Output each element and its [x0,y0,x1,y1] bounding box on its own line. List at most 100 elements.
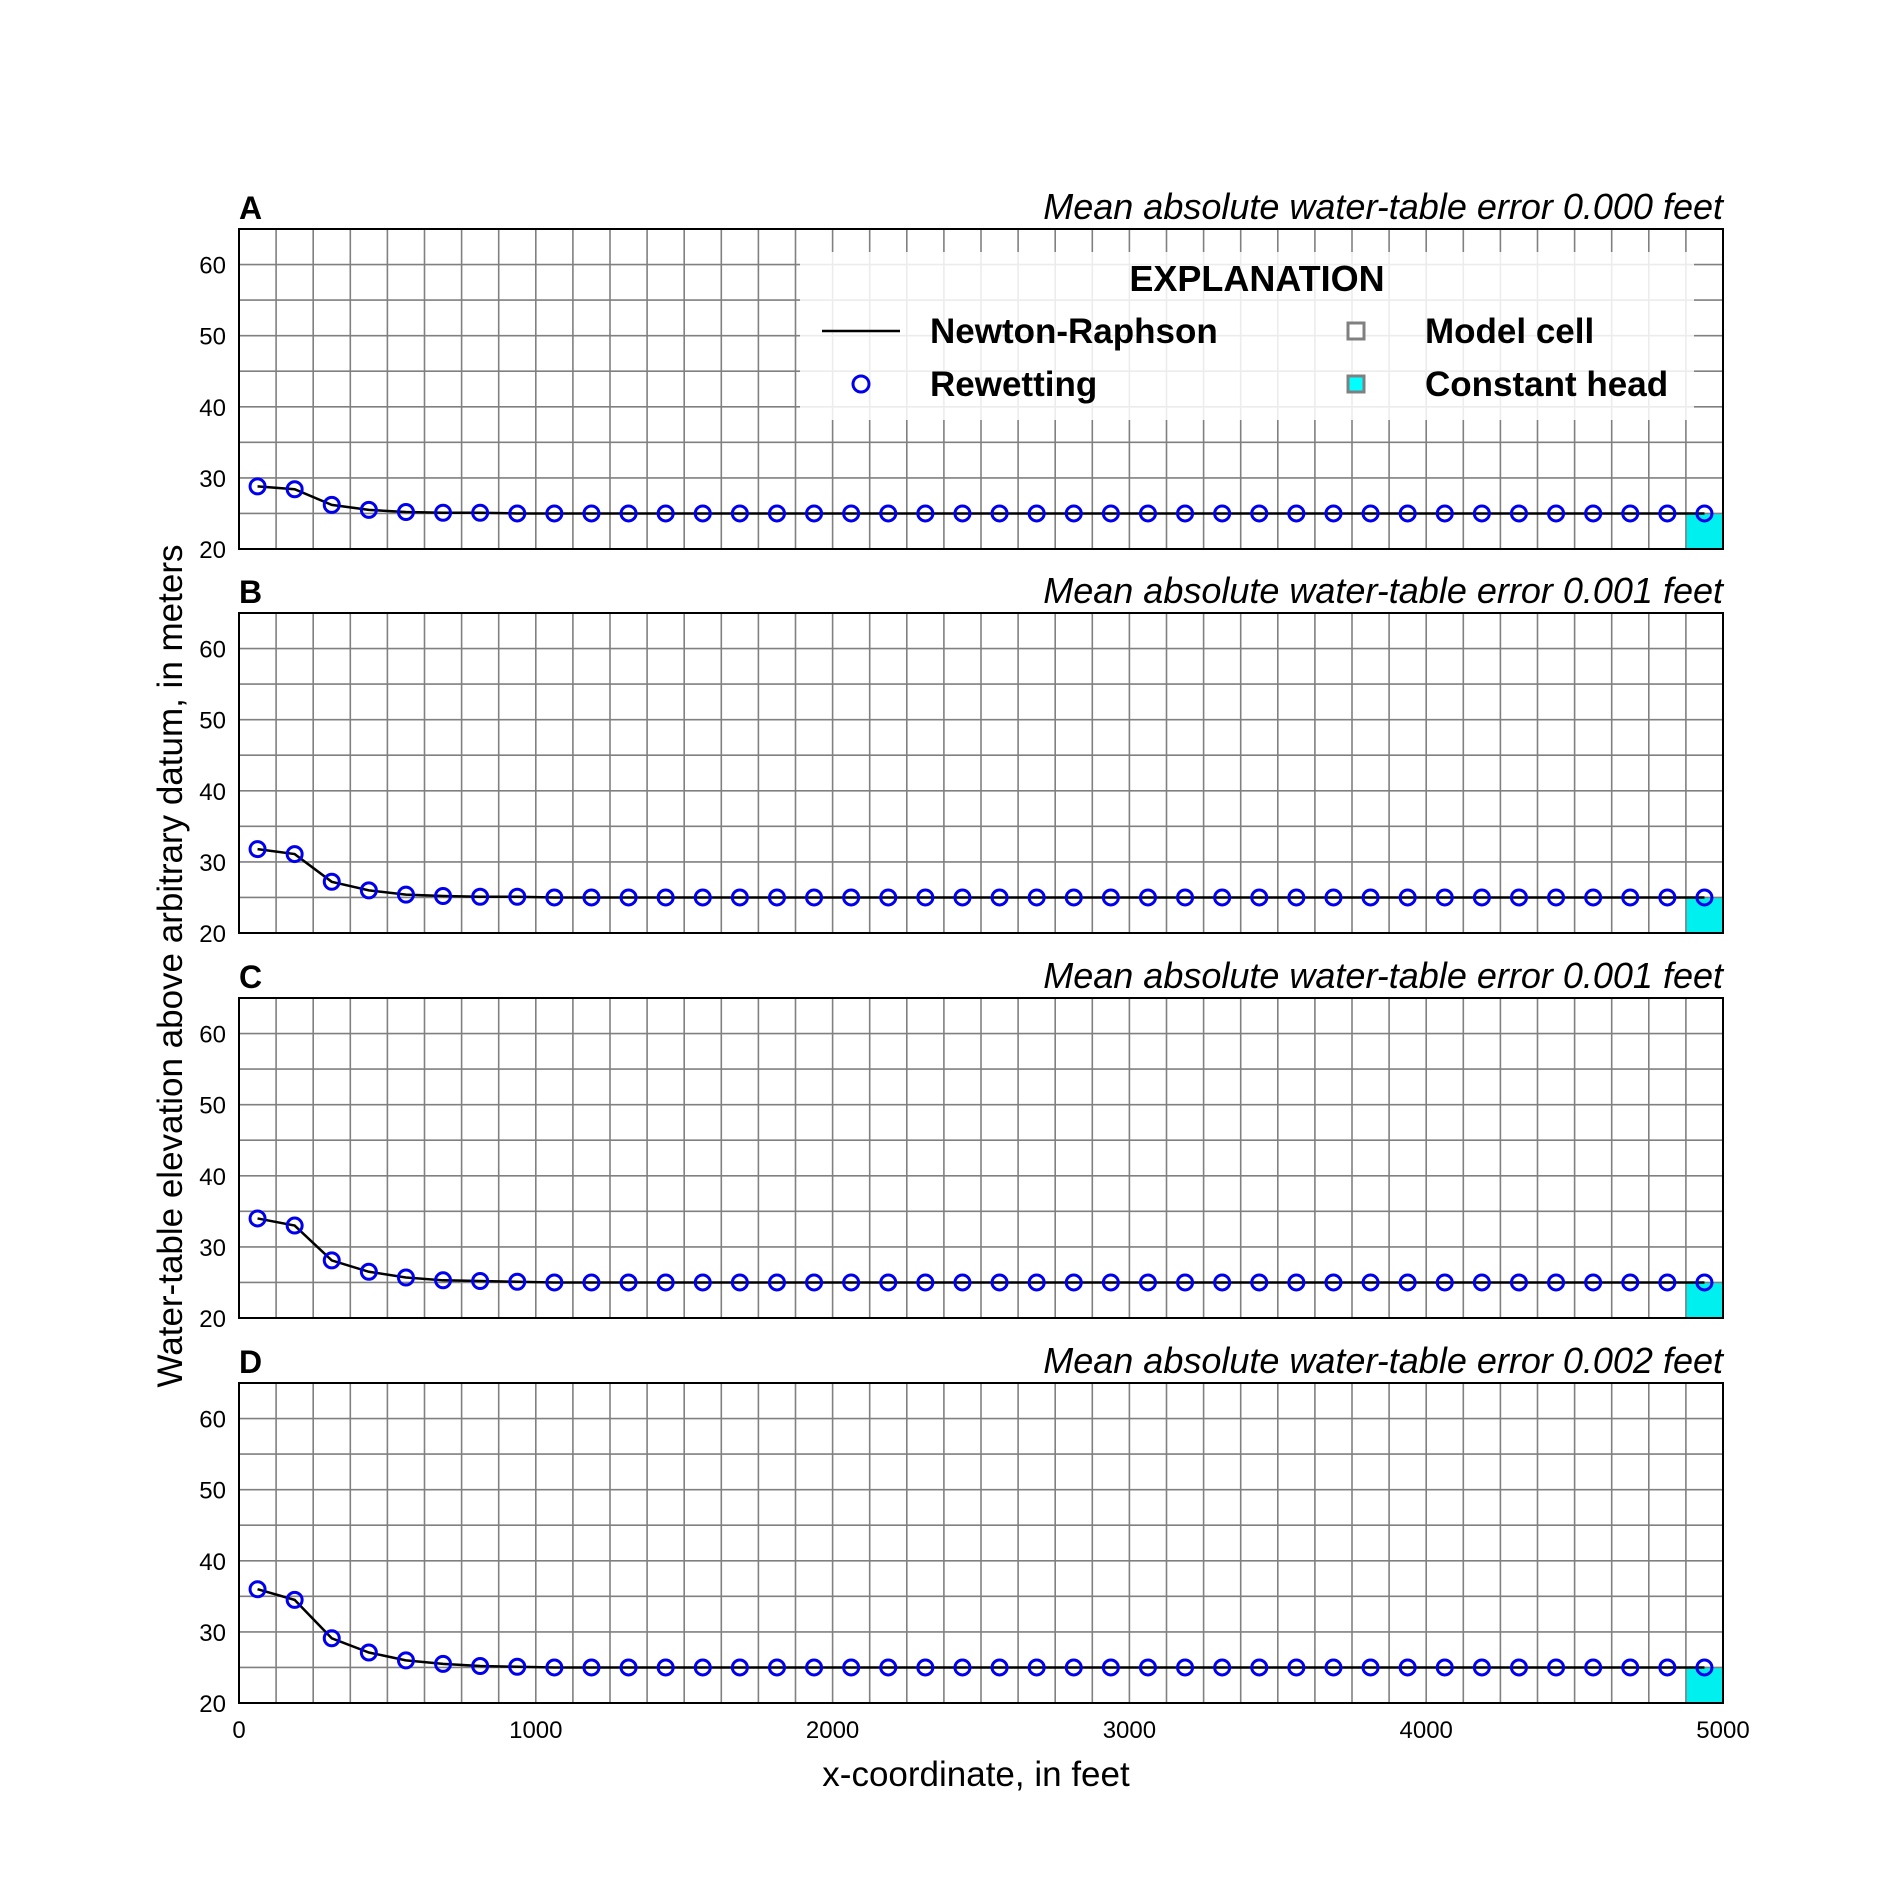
rewetting-point [767,888,786,907]
rewetting-point [248,1580,267,1599]
y-tick-label: 40 [199,1549,226,1576]
rewetting-point [545,504,564,523]
rewetting-point [656,1658,675,1677]
rewetting-point [1101,888,1120,907]
plot-frame [238,997,1724,1319]
legend-title: EXPLANATION [1129,258,1384,299]
rewetting-point [1584,1273,1603,1292]
rewetting-point [1509,1273,1528,1292]
rewetting-point [1324,888,1343,907]
rewetting-point [359,1262,378,1281]
y-tick-label: 30 [199,850,226,877]
rewetting-point [471,1657,490,1676]
legend-label-model-cell: Model cell [1425,312,1594,351]
rewetting-point [359,881,378,900]
rewetting-point [730,1658,749,1677]
rewetting-point [1027,888,1046,907]
rewetting-point [1398,888,1417,907]
rewetting-point [842,888,861,907]
rewetting-point [471,1272,490,1291]
rewetting-point [730,1273,749,1292]
legend: EXPLANATION Newton-Raphson Rewetting Mod… [800,252,1694,420]
rewetting-point [916,504,935,523]
rewetting-point [285,1216,304,1235]
rewetting-point [656,1273,675,1292]
rewetting-point [248,477,267,496]
rewetting-point [1398,504,1417,523]
rewetting-point [1584,504,1603,523]
y-tick-label: 60 [199,1407,226,1434]
rewetting-point [285,845,304,864]
rewetting-point [693,1658,712,1677]
rewetting-point [1547,504,1566,523]
rewetting-point [471,887,490,906]
rewetting-point [1361,888,1380,907]
rewetting-point [767,1273,786,1292]
rewetting-point [1584,888,1603,907]
rewetting-point [1695,888,1714,907]
rewetting-point [434,1654,453,1673]
rewetting-point [1621,1273,1640,1292]
y-axis-title: Water-table elevation above arbitrary da… [151,545,190,1388]
rewetting-point [1509,1658,1528,1677]
rewetting-point [1324,504,1343,523]
legend-background [800,252,1694,420]
rewetting-point [953,888,972,907]
rewetting-point [1213,504,1232,523]
constant-head-cell [1685,1667,1723,1703]
rewetting-point [1621,504,1640,523]
y-tick-label: 20 [199,921,226,948]
rewetting-point [396,503,415,522]
y-tick-label: 60 [199,637,226,664]
rewetting-point [1064,1273,1083,1292]
rewetting-point [396,1268,415,1287]
rewetting-point [1138,888,1157,907]
rewetting-point [396,885,415,904]
rewetting-point [1361,504,1380,523]
rewetting-point [916,1273,935,1292]
rewetting-point [1361,1658,1380,1677]
rewetting-point [1509,888,1528,907]
rewetting-point [1101,1273,1120,1292]
rewetting-point [322,495,341,514]
y-tick-label: 50 [199,324,226,351]
plot-frame [238,228,1724,550]
rewetting-point [582,504,601,523]
y-tick-label: 40 [199,1164,226,1191]
rewetting-point [508,1657,527,1676]
rewetting-point [1027,1658,1046,1677]
rewetting-point [730,888,749,907]
rewetting-point [1472,888,1491,907]
y-tick-label: 50 [199,1093,226,1120]
legend-label-rewetting: Rewetting [930,365,1097,404]
y-tick-label: 20 [199,537,226,564]
rewetting-point [322,872,341,891]
rewetting-point [1658,1273,1677,1292]
rewetting-point [1435,1658,1454,1677]
rewetting-point [1398,1273,1417,1292]
x-tick-label: 0 [232,1717,245,1744]
rewetting-point [1027,504,1046,523]
rewetting-point [879,888,898,907]
rewetting-point [1547,1273,1566,1292]
rewetting-point [248,840,267,859]
constant-head-cell [1685,513,1723,549]
rewetting-point [1213,1273,1232,1292]
y-tick-label: 30 [199,1620,226,1647]
panel-letter: D [239,1344,262,1380]
panel-title: Mean absolute water-table error 0.002 fe… [1043,1340,1725,1381]
y-tick-label: 20 [199,1691,226,1718]
rewetting-point [1176,504,1195,523]
y-tick-label: 20 [199,1306,226,1333]
rewetting-point [1621,1658,1640,1677]
rewetting-point [582,1658,601,1677]
rewetting-point [879,1273,898,1292]
panel-title: Mean absolute water-table error 0.001 fe… [1043,570,1725,611]
y-tick-label: 40 [199,779,226,806]
rewetting-point [1138,1273,1157,1292]
rewetting-point [990,1658,1009,1677]
y-tick-label: 50 [199,1478,226,1505]
rewetting-point [953,1658,972,1677]
panel-letter: B [239,574,262,610]
